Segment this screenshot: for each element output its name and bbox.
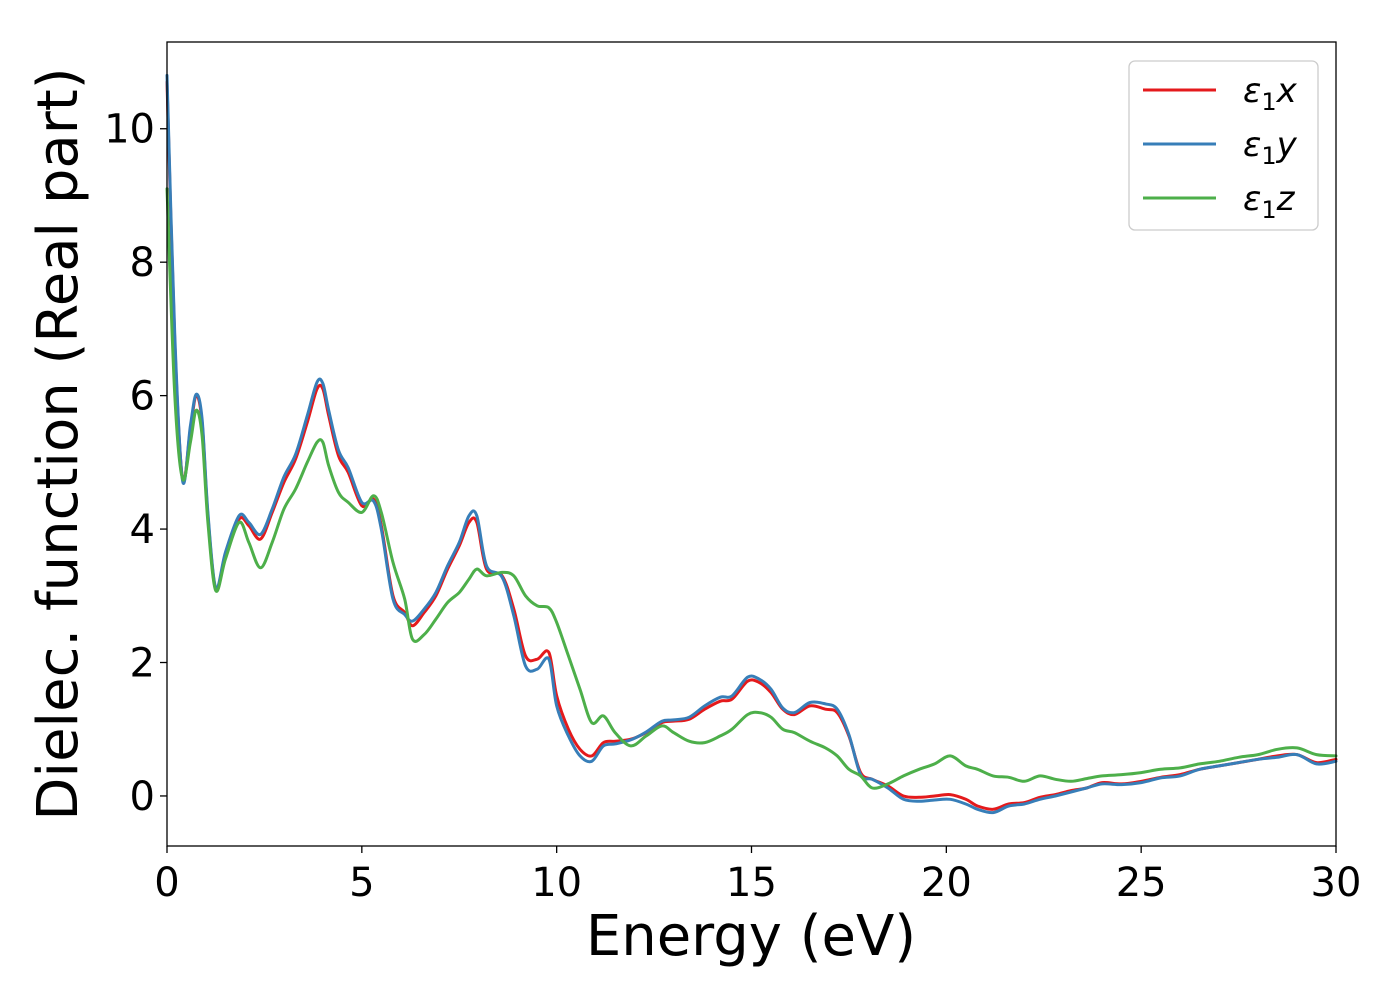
legend: ε1x ε1y ε1z — [1128, 60, 1319, 231]
x-axis: 0 5 10 15 20 25 30 — [154, 846, 1361, 906]
x-tick-label: 25 — [1116, 860, 1167, 906]
series-line-x — [165, 80, 1338, 811]
x-tick-label: 0 — [154, 860, 179, 906]
y-tick-label: 4 — [130, 507, 155, 553]
legend-box — [1128, 60, 1319, 231]
y-tick-label: 6 — [130, 374, 155, 420]
x-tick-label: 15 — [726, 860, 777, 906]
y-tick-label: 8 — [130, 240, 155, 286]
y-tick-label: 2 — [130, 641, 155, 687]
series-group — [165, 73, 1338, 815]
series-line-y — [165, 73, 1338, 815]
y-axis: 0 2 4 6 8 10 — [104, 107, 167, 820]
series-line-z — [165, 187, 1338, 790]
x-tick-label: 10 — [531, 860, 582, 906]
x-axis-title: Energy (eV) — [586, 904, 916, 969]
legend-label-y: ε1y — [1243, 125, 1298, 170]
legend-label-x: ε1x — [1243, 71, 1298, 116]
x-tick-label: 20 — [921, 860, 972, 906]
legend-label-z: ε1z — [1243, 179, 1296, 224]
y-axis-title: Dielec. function (Real part) — [26, 67, 91, 820]
x-tick-label: 5 — [349, 860, 374, 906]
y-tick-label: 10 — [104, 107, 155, 153]
x-tick-label: 30 — [1311, 860, 1362, 906]
y-tick-label: 0 — [130, 774, 155, 820]
